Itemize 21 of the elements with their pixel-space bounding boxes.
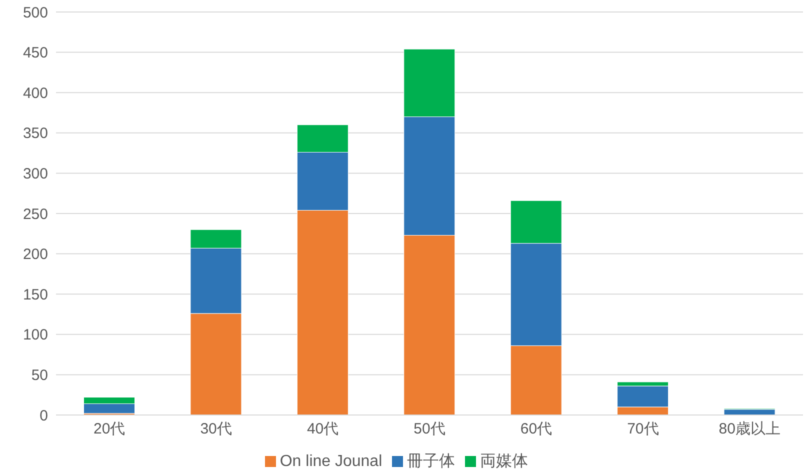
y-tick-label: 450 xyxy=(22,44,48,62)
legend-label: 両媒体 xyxy=(480,453,528,470)
x-tick-label: 80歳以上 xyxy=(718,420,780,438)
y-tick-label: 200 xyxy=(22,246,48,264)
legend-label: 冊子体 xyxy=(407,453,456,470)
y-tick-label: 300 xyxy=(22,166,48,183)
y-tick-label: 0 xyxy=(40,407,48,424)
x-tick-label: 30代 xyxy=(200,420,232,438)
y-tick-label: 500 xyxy=(22,4,48,22)
y-tick-label: 350 xyxy=(22,125,48,142)
y-tick-label: 50 xyxy=(31,367,48,384)
x-tick-label: 40代 xyxy=(306,420,339,438)
y-tick-label: 150 xyxy=(22,286,48,304)
x-tick-label: 60代 xyxy=(520,420,552,438)
y-tick-label: 100 xyxy=(22,326,48,344)
y-tick-label: 250 xyxy=(22,206,48,223)
legend-label: On line Jounal xyxy=(280,453,382,470)
x-tick-label: 70代 xyxy=(627,420,659,438)
y-tick-label: 400 xyxy=(22,84,48,102)
x-tick-label: 50代 xyxy=(414,420,446,438)
x-tick-label: 20代 xyxy=(94,420,126,438)
